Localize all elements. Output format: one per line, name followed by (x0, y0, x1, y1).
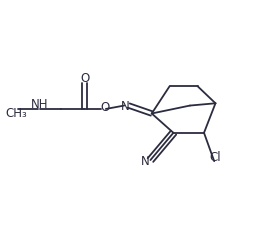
Text: NH: NH (31, 98, 48, 111)
Text: Cl: Cl (209, 151, 220, 164)
Text: N: N (140, 155, 149, 168)
Text: CH₃: CH₃ (6, 106, 27, 120)
Text: N: N (121, 100, 130, 113)
Text: O: O (100, 101, 109, 114)
Text: O: O (81, 72, 90, 85)
